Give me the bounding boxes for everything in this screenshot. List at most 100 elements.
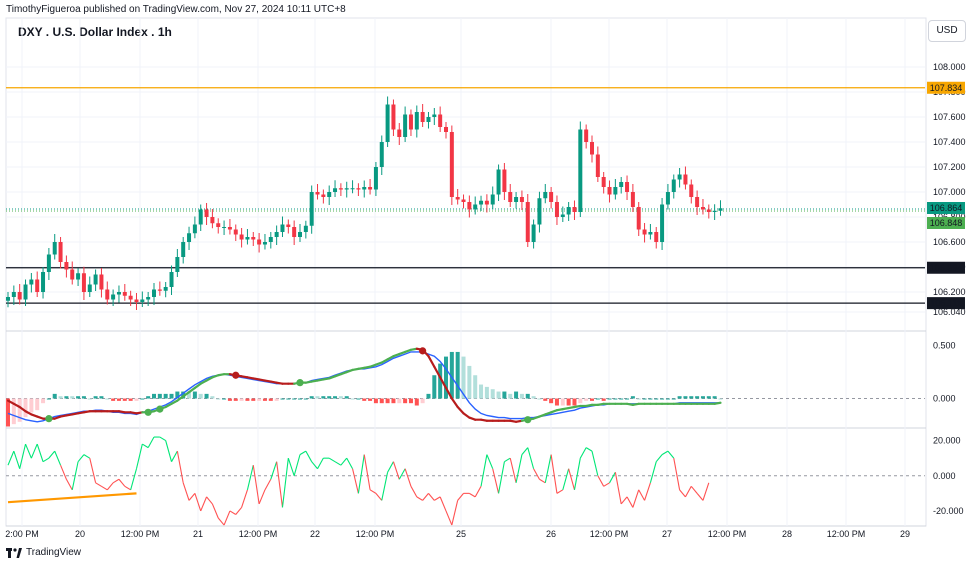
candle-body[interactable] [29, 279, 34, 285]
candle-body[interactable] [187, 233, 192, 242]
candle-body[interactable] [245, 237, 250, 240]
candle-body[interactable] [262, 242, 267, 245]
candle-body[interactable] [227, 227, 232, 230]
candle-body[interactable] [549, 192, 554, 202]
candle-body[interactable] [379, 142, 384, 167]
candle-body[interactable] [157, 289, 162, 291]
candle-body[interactable] [58, 242, 63, 262]
candle-body[interactable] [233, 229, 238, 235]
candle-body[interactable] [432, 114, 437, 118]
candle-body[interactable] [204, 209, 209, 218]
candle-body[interactable] [169, 272, 174, 287]
currency-button[interactable]: USD [928, 20, 966, 42]
candle-body[interactable] [286, 224, 291, 228]
candle-body[interactable] [695, 197, 700, 207]
candle-body[interactable] [274, 232, 279, 237]
candle-body[interactable] [677, 174, 682, 180]
candle-body[interactable] [613, 187, 618, 195]
candle-body[interactable] [449, 132, 454, 197]
candle-body[interactable] [76, 273, 81, 280]
candle-body[interactable] [116, 292, 121, 295]
candle-body[interactable] [566, 207, 571, 215]
candle-body[interactable] [321, 194, 326, 198]
candle-body[interactable] [420, 112, 425, 122]
candle-body[interactable] [665, 192, 670, 205]
candle-body[interactable] [461, 199, 466, 203]
candle-body[interactable] [496, 169, 501, 195]
candle-body[interactable] [619, 182, 624, 187]
candle-body[interactable] [333, 188, 338, 192]
candle-body[interactable] [280, 224, 285, 233]
candle-body[interactable] [122, 292, 127, 296]
candle-body[interactable] [590, 142, 594, 155]
candle-body[interactable] [554, 202, 559, 217]
candle-body[interactable] [408, 114, 413, 130]
candle-body[interactable] [479, 200, 484, 205]
candle-body[interactable] [128, 295, 133, 300]
candle-body[interactable] [654, 232, 659, 242]
candle-body[interactable] [531, 224, 536, 243]
candle-body[interactable] [146, 297, 151, 300]
candle-body[interactable] [484, 200, 489, 205]
oscillator-trend-line[interactable] [7, 492, 137, 504]
candle-body[interactable] [239, 234, 244, 240]
candle-body[interactable] [584, 129, 589, 143]
candle-body[interactable] [689, 184, 694, 198]
candle-body[interactable] [572, 207, 577, 212]
candle-body[interactable] [315, 192, 320, 195]
candle-body[interactable] [140, 299, 145, 303]
candle-body[interactable] [6, 297, 10, 301]
candle-body[interactable] [41, 272, 46, 292]
candle-body[interactable] [350, 188, 355, 190]
candle-body[interactable] [99, 274, 104, 290]
candle-body[interactable] [303, 225, 308, 232]
candle-body[interactable] [514, 197, 519, 202]
candle-body[interactable] [648, 232, 653, 235]
candle-body[interactable] [23, 284, 28, 300]
candle-body[interactable] [625, 182, 630, 192]
candle-body[interactable] [508, 192, 513, 202]
candle-body[interactable] [525, 202, 530, 242]
candle-body[interactable] [560, 214, 565, 218]
candle-body[interactable] [11, 292, 16, 297]
candle-body[interactable] [298, 232, 302, 237]
candle-body[interactable] [111, 294, 116, 300]
candle-body[interactable] [52, 242, 57, 255]
candle-body[interactable] [163, 287, 168, 291]
candle-body[interactable] [601, 177, 606, 187]
candle-body[interactable] [403, 114, 408, 138]
candle-body[interactable] [718, 208, 723, 211]
candle-body[interactable] [578, 129, 583, 213]
candle-body[interactable] [373, 167, 378, 190]
candle-body[interactable] [344, 188, 349, 190]
candle-body[interactable] [537, 198, 542, 225]
candle-body[interactable] [502, 169, 507, 193]
candle-body[interactable] [473, 204, 478, 210]
candle-body[interactable] [210, 217, 215, 224]
candle-body[interactable] [519, 197, 524, 202]
candle-body[interactable] [327, 192, 332, 197]
symbol-title[interactable]: DXY . U.S. Dollar Index . 1h [18, 25, 172, 39]
candle-body[interactable] [268, 237, 273, 242]
candle-body[interactable] [181, 242, 186, 257]
candle-body[interactable] [490, 194, 495, 205]
candle-body[interactable] [338, 188, 343, 190]
candle-body[interactable] [444, 127, 448, 132]
candle-body[interactable] [636, 207, 641, 230]
tradingview-brand[interactable]: TradingView [6, 547, 81, 558]
candle-body[interactable] [642, 229, 647, 235]
candle-body[interactable] [251, 237, 256, 240]
candle-body[interactable] [712, 210, 717, 212]
candle-body[interactable] [175, 257, 180, 272]
candle-body[interactable] [35, 279, 40, 293]
candle-body[interactable] [706, 209, 711, 213]
candle-body[interactable] [64, 262, 69, 270]
candle-body[interactable] [426, 117, 431, 122]
candle-body[interactable] [17, 292, 22, 300]
candle-body[interactable] [595, 154, 600, 178]
candle-body[interactable] [391, 104, 396, 130]
candle-body[interactable] [134, 299, 139, 303]
candle-body[interactable] [467, 202, 472, 210]
candle-body[interactable] [683, 174, 688, 185]
